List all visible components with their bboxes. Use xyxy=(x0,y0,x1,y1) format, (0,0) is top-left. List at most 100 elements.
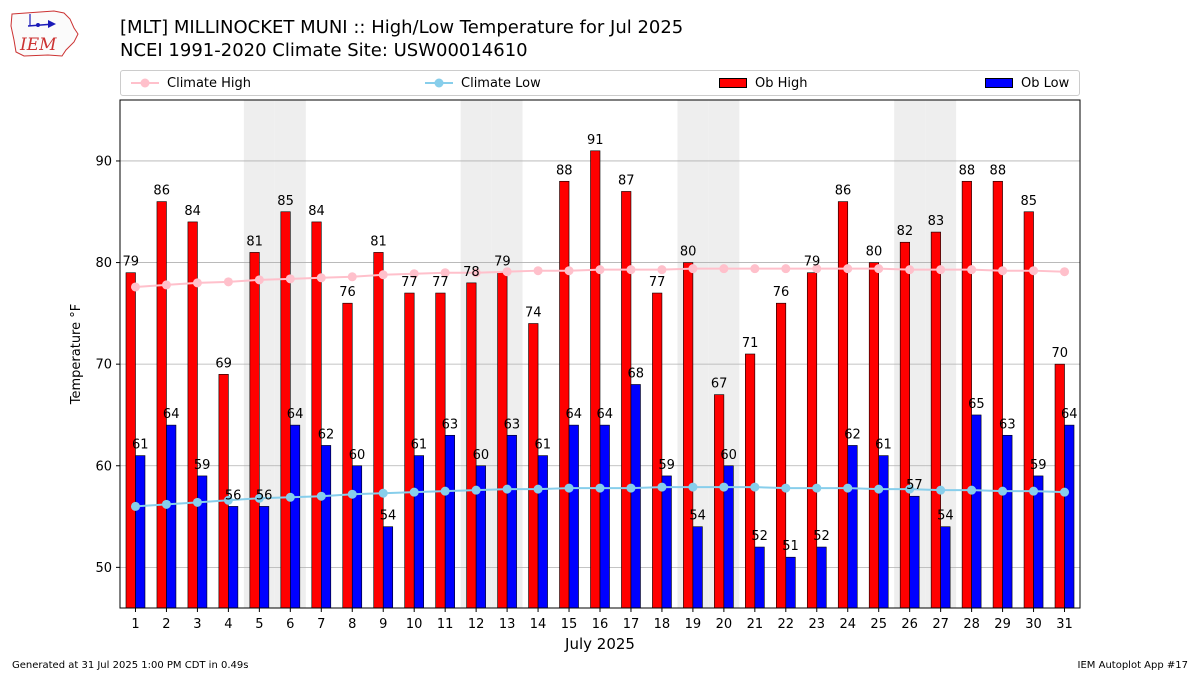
logo-text: IEM xyxy=(19,35,57,55)
ob-high-bar xyxy=(373,252,384,609)
x-tick-label: 5 xyxy=(255,617,263,632)
climate-high-point xyxy=(347,272,357,282)
climate-low-point xyxy=(936,485,946,495)
climate-high-point xyxy=(471,268,481,278)
climate-high-point xyxy=(998,266,1008,276)
ob-low-label: 64 xyxy=(287,407,304,422)
app-credit: IEM Autoplot App #17 xyxy=(1077,660,1188,671)
ob-high-bar xyxy=(435,292,446,609)
ob-high-bar xyxy=(528,323,539,609)
ob-low-bar xyxy=(197,475,208,609)
ob-low-label: 62 xyxy=(844,427,861,442)
ob-high-label: 76 xyxy=(773,285,790,300)
ob-low-bar xyxy=(785,556,796,609)
climate-high-point xyxy=(130,282,140,292)
x-tick-label: 16 xyxy=(592,617,609,632)
climate-low-point xyxy=(874,484,884,494)
x-tick-label: 10 xyxy=(406,617,423,632)
ob-low-label: 63 xyxy=(442,417,459,432)
ob-high-label: 78 xyxy=(463,265,480,280)
climate-high-point xyxy=(688,264,698,274)
ob-low-bar xyxy=(847,445,858,609)
x-tick-label: 12 xyxy=(468,617,485,632)
x-tick-label: 22 xyxy=(778,617,795,632)
ob-high-label: 79 xyxy=(494,255,511,270)
legend-label: Ob High xyxy=(755,75,808,91)
legend: Climate High Climate Low Ob High Ob Low xyxy=(120,70,1080,96)
y-tick-label: 80 xyxy=(95,256,112,271)
ob-low-label: 56 xyxy=(256,488,273,503)
climate-high-point xyxy=(192,278,202,288)
ob-low-label: 64 xyxy=(1061,407,1078,422)
climate-low-point xyxy=(812,483,822,493)
chart-subtitle: NCEI 1991-2020 Climate Site: USW00014610 xyxy=(120,40,528,61)
x-tick-label: 30 xyxy=(1025,617,1042,632)
ob-high-label: 70 xyxy=(1051,346,1068,361)
ob-low-bar xyxy=(537,455,548,609)
climate-high-point xyxy=(564,266,574,276)
x-tick-label: 4 xyxy=(224,617,232,632)
x-tick-label: 18 xyxy=(654,617,671,632)
ob-low-label: 59 xyxy=(194,458,211,473)
ob-high-bar xyxy=(899,241,910,609)
ob-low-bar xyxy=(909,495,920,609)
ob-high-label: 88 xyxy=(556,163,573,178)
climate-low-point xyxy=(1029,486,1039,496)
ob-high-bar xyxy=(559,180,570,609)
ob-high-bar xyxy=(683,262,694,609)
ob-high-label: 83 xyxy=(928,214,945,229)
ob-low-bar xyxy=(320,445,332,609)
ob-low-label: 54 xyxy=(689,509,706,524)
ob-high-bar xyxy=(652,292,663,609)
ob-low-label: 56 xyxy=(225,488,242,503)
x-tick-label: 3 xyxy=(193,617,201,632)
ob-high-label: 74 xyxy=(525,306,542,321)
ob-low-label: 63 xyxy=(504,417,521,432)
ob-high-label: 86 xyxy=(835,184,852,199)
ob-low-bar xyxy=(692,526,703,609)
climate-low-point xyxy=(626,483,636,493)
x-tick-label: 2 xyxy=(162,617,170,632)
ob-high-bar xyxy=(961,180,972,609)
x-tick-label: 23 xyxy=(809,617,826,632)
chart-title: [MLT] MILLINOCKET MUNI :: High/Low Tempe… xyxy=(120,17,684,38)
ob-high-bar xyxy=(249,252,260,609)
ob-low-bar xyxy=(940,526,951,609)
ob-low-bar xyxy=(816,546,827,609)
ob-high-label: 79 xyxy=(122,255,139,270)
y-tick-label: 50 xyxy=(95,561,112,576)
ob-high-label: 82 xyxy=(897,224,914,239)
x-tick-label: 1 xyxy=(131,617,139,632)
ob-low-label: 61 xyxy=(411,438,428,453)
ob-low-label: 63 xyxy=(999,417,1016,432)
climate-low-point xyxy=(161,499,171,509)
ob-high-label: 76 xyxy=(339,285,356,300)
ob-low-bar xyxy=(166,424,177,609)
ob-high-bar xyxy=(497,272,508,609)
x-tick-label: 29 xyxy=(994,617,1011,632)
x-tick-label: 21 xyxy=(747,617,764,632)
ob-high-bar xyxy=(1054,363,1065,609)
x-tick-label: 27 xyxy=(932,617,949,632)
x-tick-label: 15 xyxy=(561,617,578,632)
ob-high-label: 77 xyxy=(649,275,666,290)
ob-low-bar xyxy=(754,546,765,609)
legend-item-ob-high: Ob High xyxy=(719,71,808,95)
ob-low-label: 54 xyxy=(937,509,954,524)
y-tick-label: 70 xyxy=(95,358,112,373)
climate-high-point xyxy=(502,267,512,277)
ob-high-bar xyxy=(621,191,632,609)
ob-high-label: 69 xyxy=(215,356,232,371)
x-axis-label: July 2025 xyxy=(564,635,635,653)
climate-high-point xyxy=(378,270,388,280)
ob-low-label: 61 xyxy=(535,438,552,453)
climate-high-point xyxy=(1060,267,1070,277)
x-tick-label: 11 xyxy=(437,617,454,632)
ob-high-label: 77 xyxy=(401,275,418,290)
climate-high-point xyxy=(626,265,636,275)
ob-low-label: 54 xyxy=(380,509,397,524)
ob-high-label: 91 xyxy=(587,133,604,148)
x-tick-label: 6 xyxy=(286,617,294,632)
ob-high-bar xyxy=(992,180,1003,609)
legend-label: Ob Low xyxy=(1021,75,1070,91)
